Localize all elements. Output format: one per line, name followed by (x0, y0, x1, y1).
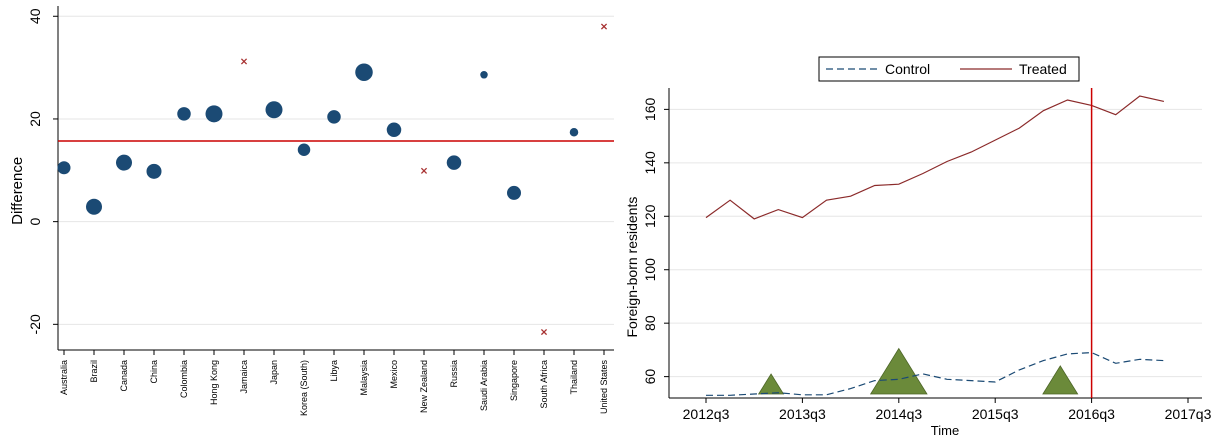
right-y-tick-label: 60 (642, 369, 658, 385)
left-y-tick-label: -20 (27, 314, 43, 334)
data-point (116, 154, 132, 171)
event-triangle (869, 347, 928, 395)
left-x-tick-label: New Zealand (419, 360, 429, 413)
left-x-tick-label: Brazil (89, 360, 99, 383)
data-point (386, 122, 402, 137)
cross-stroke (600, 23, 608, 30)
left-x-tick-label: Singapore (509, 360, 519, 401)
right-y-tick-label: 140 (642, 151, 658, 175)
data-point (480, 71, 488, 79)
left-x-tick-label: China (149, 360, 159, 384)
left-y-tick-label: 40 (27, 8, 43, 24)
left-x-tick-label: Jamaica (239, 360, 249, 394)
data-point-cross (420, 167, 428, 174)
left-x-tick-label: Canada (119, 360, 129, 392)
left-x-tick-label: Libya (329, 360, 339, 382)
left-x-tick-label: South Africa (539, 360, 549, 409)
right-x-tick-label: 2013q3 (779, 406, 826, 422)
data-point-cross (600, 23, 608, 30)
right-y-axis-label: Foreign-born residents (624, 197, 640, 338)
event-triangle (1042, 365, 1079, 395)
data-point (507, 185, 521, 200)
data-point-cross (240, 58, 248, 65)
left-y-axis-label: Difference (9, 157, 26, 225)
right-x-tick-label: 2016q3 (1068, 406, 1115, 422)
left-x-tick-label: Saudi Arabia (479, 360, 489, 411)
legend-box (818, 56, 1080, 82)
data-point (57, 161, 71, 175)
data-point (177, 107, 191, 121)
right-y-tick-label: 120 (642, 204, 658, 228)
right-x-tick-label: 2012q3 (683, 406, 730, 422)
left-x-tick-label: Thailand (569, 360, 579, 395)
data-point (355, 63, 373, 81)
data-point (569, 128, 579, 137)
right-x-axis-label: Time (931, 423, 959, 438)
left-y-tick-label: 20 (27, 111, 43, 127)
left-x-tick-label: Malaysia (359, 360, 369, 396)
data-point (86, 198, 102, 215)
cross-stroke (420, 167, 428, 174)
left-x-tick-label: United States (599, 360, 609, 415)
cross-stroke (240, 58, 248, 65)
data-point (146, 163, 162, 179)
right-x-tick-label: 2015q3 (972, 406, 1019, 422)
left-x-tick-label: Japan (269, 360, 279, 385)
legend-label-control: Control (885, 61, 930, 77)
left-y-tick-label: 0 (27, 218, 43, 226)
series-line-treated (705, 95, 1165, 220)
right-y-tick-label: 100 (642, 258, 658, 282)
data-point (297, 143, 311, 157)
left-x-tick-label: Mexico (389, 360, 399, 389)
left-x-tick-label: Hong Kong (209, 360, 219, 405)
right-y-tick-label: 160 (642, 97, 658, 121)
right-x-tick-label: 2017q3 (1165, 406, 1212, 422)
left-x-tick-label: Australia (59, 360, 69, 395)
left-x-tick-label: Colombia (179, 360, 189, 398)
data-point (446, 155, 462, 170)
data-point-cross (540, 328, 548, 336)
right-x-tick-label: 2014q3 (875, 406, 922, 422)
event-triangle (757, 373, 785, 395)
left-x-tick-label: Russia (449, 360, 459, 388)
data-point (265, 101, 283, 119)
data-point (327, 110, 341, 124)
legend-label-treated: Treated (1019, 61, 1067, 77)
right-y-tick-label: 80 (642, 315, 658, 331)
left-x-tick-label: Korea (South) (299, 360, 309, 416)
legend: Control Treated (818, 56, 1080, 82)
cross-stroke (540, 328, 548, 336)
series-line-control (706, 351, 1164, 396)
data-point (205, 105, 223, 123)
